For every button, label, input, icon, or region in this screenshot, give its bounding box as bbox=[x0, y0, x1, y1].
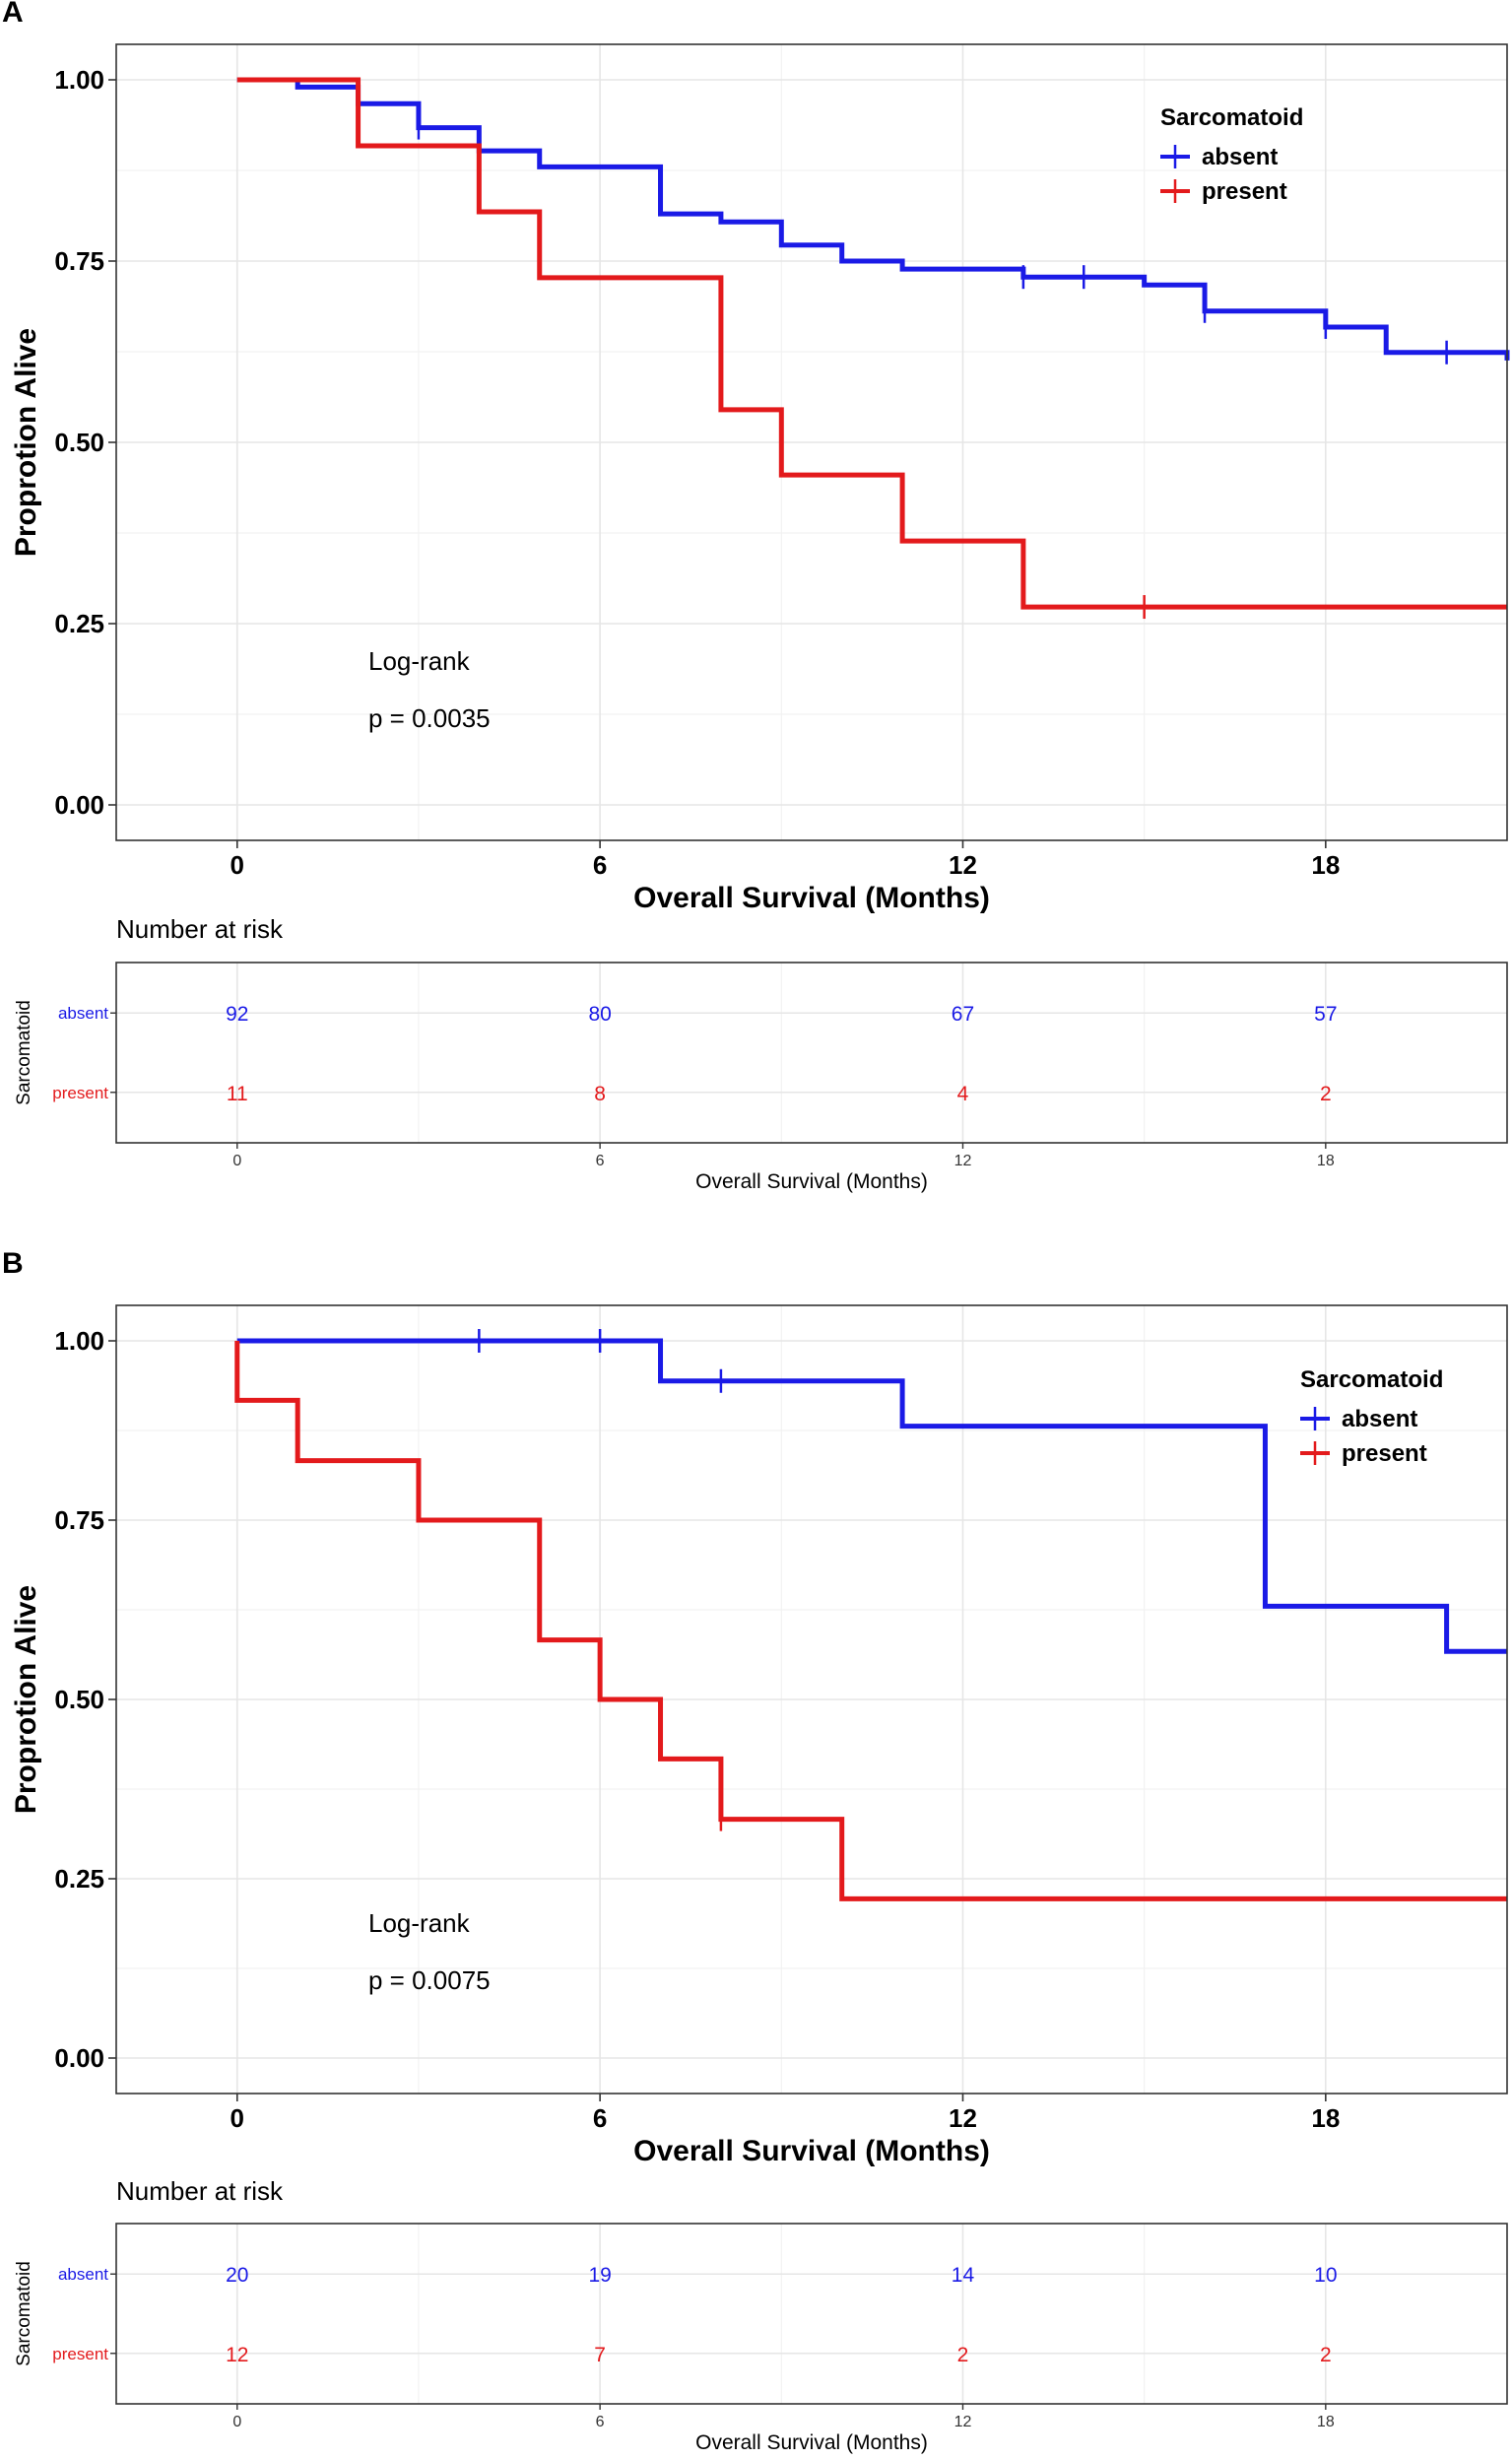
risk-count-present: 11 bbox=[227, 1083, 248, 1105]
legend-title: Sarcomatoid bbox=[1160, 104, 1303, 131]
y-tick-label: 0.75 bbox=[54, 246, 104, 276]
risk-x-tick-label: 18 bbox=[1317, 1153, 1335, 1169]
p-value-label: p = 0.0075 bbox=[368, 1965, 491, 1995]
y-tick-label: 0.50 bbox=[54, 428, 104, 457]
legend-label-present: present bbox=[1342, 1440, 1427, 1467]
survival-curve-absent bbox=[236, 77, 1510, 361]
legend-title: Sarcomatoid bbox=[1300, 1366, 1443, 1393]
risk-table-frame bbox=[115, 2223, 1508, 2405]
risk-count-present: 2 bbox=[957, 2344, 969, 2366]
legend-label-present: present bbox=[1202, 178, 1287, 205]
risk-x-tick-label: 18 bbox=[1317, 2414, 1335, 2430]
series-present bbox=[234, 1341, 1507, 1901]
risk-count-present: 2 bbox=[1320, 1083, 1332, 1105]
p-value-label: p = 0.0035 bbox=[368, 703, 491, 733]
risk-x-tick-label: 12 bbox=[954, 1153, 972, 1169]
risk-row-label-absent: absent bbox=[58, 2265, 108, 2284]
risk-count-absent: 10 bbox=[1314, 2264, 1337, 2287]
series-absent bbox=[236, 77, 1510, 365]
risk-count-absent: 19 bbox=[588, 2264, 611, 2287]
risk-table-title: Number at risk bbox=[116, 2176, 284, 2206]
x-tick-label: 0 bbox=[230, 2103, 244, 2133]
x-tick-label: 18 bbox=[1311, 2103, 1340, 2133]
risk-count-present: 2 bbox=[1320, 2344, 1332, 2366]
risk-count-absent: 20 bbox=[226, 2264, 248, 2287]
risk-x-tick-label: 0 bbox=[232, 2414, 241, 2430]
x-tick-label: 6 bbox=[593, 2103, 607, 2133]
risk-row-label-present: present bbox=[52, 2345, 108, 2363]
risk-x-tick-label: 0 bbox=[232, 1153, 241, 1169]
risk-count-absent: 92 bbox=[226, 1003, 248, 1026]
risk-x-tick-label: 6 bbox=[596, 1153, 605, 1169]
risk-count-absent: 14 bbox=[952, 2264, 975, 2287]
y-axis-label: Proprotion Alive bbox=[10, 1585, 42, 1814]
y-tick-label: 0.50 bbox=[54, 1685, 104, 1714]
log-rank-label: Log-rank bbox=[368, 646, 471, 676]
y-tick-label: 1.00 bbox=[54, 1326, 104, 1356]
risk-table-frame bbox=[115, 962, 1508, 1144]
risk-x-tick-label: 12 bbox=[954, 2414, 972, 2430]
y-tick-label: 0.00 bbox=[54, 2043, 104, 2073]
x-tick-label: 12 bbox=[949, 2103, 977, 2133]
y-tick-label: 0.25 bbox=[54, 609, 104, 638]
risk-table-x-label: Overall Survival (Months) bbox=[695, 1170, 928, 1193]
panel-letter: B bbox=[2, 1247, 24, 1280]
risk-count-absent: 80 bbox=[588, 1003, 611, 1026]
panel-letter: A bbox=[2, 0, 24, 29]
risk-table-title: Number at risk bbox=[116, 914, 284, 944]
y-tick-label: 0.25 bbox=[54, 1864, 104, 1894]
legend: Sarcomatoid absent present bbox=[1160, 104, 1303, 205]
risk-count-absent: 67 bbox=[952, 1003, 974, 1026]
log-rank-label: Log-rank bbox=[368, 1908, 471, 1938]
survival-curve-absent bbox=[236, 1338, 1507, 1654]
risk-table-y-label: Sarcomatoid bbox=[14, 1000, 34, 1105]
series-absent bbox=[236, 1329, 1507, 1654]
y-tick-label: 0.00 bbox=[54, 790, 104, 820]
y-axis-label: Proprotion Alive bbox=[10, 328, 42, 557]
risk-count-absent: 57 bbox=[1314, 1003, 1337, 1026]
risk-table: Number at risk absent 92 80 67 57 present 11 8 4 2… bbox=[14, 914, 1508, 1193]
x-tick-label: 0 bbox=[230, 850, 244, 880]
risk-count-present: 4 bbox=[957, 1083, 969, 1105]
grid bbox=[116, 44, 1507, 840]
panel-a: A 0.00 0.25 0.50 0.75 1.00 0 6 12 18 Overall Survi… bbox=[2, 0, 1510, 1193]
legend: Sarcomatoid absent present bbox=[1300, 1366, 1443, 1467]
x-tick-label: 6 bbox=[593, 850, 607, 880]
legend-label-absent: absent bbox=[1202, 144, 1278, 170]
risk-table-y-label: Sarcomatoid bbox=[14, 2261, 34, 2366]
x-tick-label: 12 bbox=[949, 850, 977, 880]
risk-row-label-present: present bbox=[52, 1084, 108, 1102]
x-tick-label: 18 bbox=[1311, 850, 1340, 880]
y-tick-label: 1.00 bbox=[54, 65, 104, 95]
survival-curve-present bbox=[234, 1341, 1507, 1901]
legend-label-absent: absent bbox=[1342, 1406, 1417, 1432]
panel-b: B 0.00 0.25 0.50 0.75 1.00 0 6 12 18 Overall Survi… bbox=[2, 1247, 1508, 2454]
risk-x-tick-label: 6 bbox=[596, 2414, 605, 2430]
y-tick-label: 0.75 bbox=[54, 1505, 104, 1535]
survival-curve-present bbox=[236, 77, 1507, 610]
risk-row-label-absent: absent bbox=[58, 1004, 108, 1023]
risk-table-x-label: Overall Survival (Months) bbox=[695, 2431, 928, 2454]
x-axis-label: Overall Survival (Months) bbox=[633, 2135, 990, 2167]
grid bbox=[116, 1305, 1507, 2094]
series-present bbox=[236, 77, 1507, 620]
risk-count-present: 12 bbox=[226, 2344, 248, 2366]
risk-count-present: 8 bbox=[594, 1083, 606, 1105]
risk-count-present: 7 bbox=[594, 2344, 606, 2366]
x-axis-label: Overall Survival (Months) bbox=[633, 882, 990, 914]
